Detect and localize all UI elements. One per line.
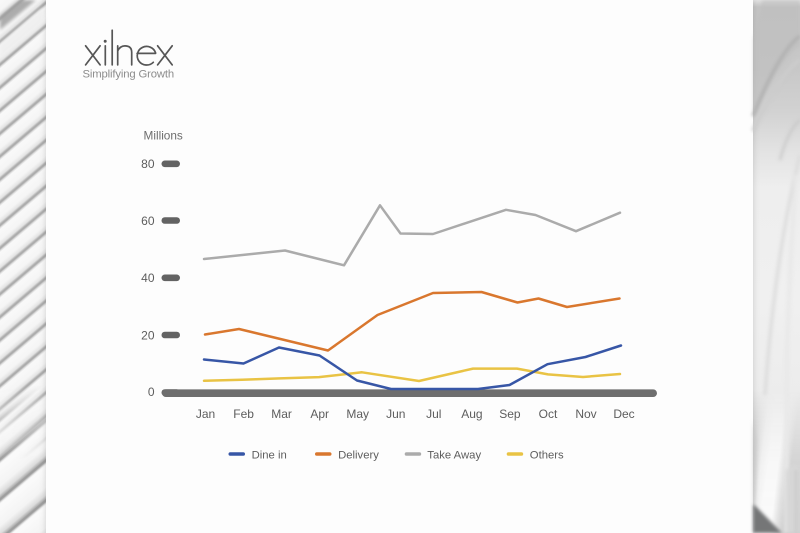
svg-text:Millions: Millions <box>144 129 183 143</box>
svg-text:80: 80 <box>141 157 155 171</box>
svg-text:Nov: Nov <box>575 407 596 421</box>
svg-text:Jan: Jan <box>196 407 215 421</box>
svg-text:May: May <box>346 407 369 421</box>
svg-text:Oct: Oct <box>539 407 558 421</box>
svg-text:0: 0 <box>148 385 155 399</box>
svg-text:Aug: Aug <box>461 407 482 421</box>
svg-text:Dine in: Dine in <box>252 450 287 462</box>
svg-text:Delivery: Delivery <box>338 450 379 462</box>
svg-text:Feb: Feb <box>233 407 254 421</box>
svg-text:Jun: Jun <box>386 407 405 421</box>
svg-text:Others: Others <box>530 450 564 462</box>
svg-text:Apr: Apr <box>310 407 329 421</box>
svg-text:Simplifying Growth: Simplifying Growth <box>83 69 174 81</box>
svg-text:Dec: Dec <box>613 407 634 421</box>
svg-text:60: 60 <box>141 214 155 228</box>
svg-text:40: 40 <box>141 271 155 285</box>
svg-text:Sep: Sep <box>499 407 521 421</box>
svg-text:Jul: Jul <box>426 407 441 421</box>
svg-text:Take Away: Take Away <box>427 450 481 462</box>
svg-text:20: 20 <box>141 328 155 342</box>
svg-text:Mar: Mar <box>271 407 292 421</box>
